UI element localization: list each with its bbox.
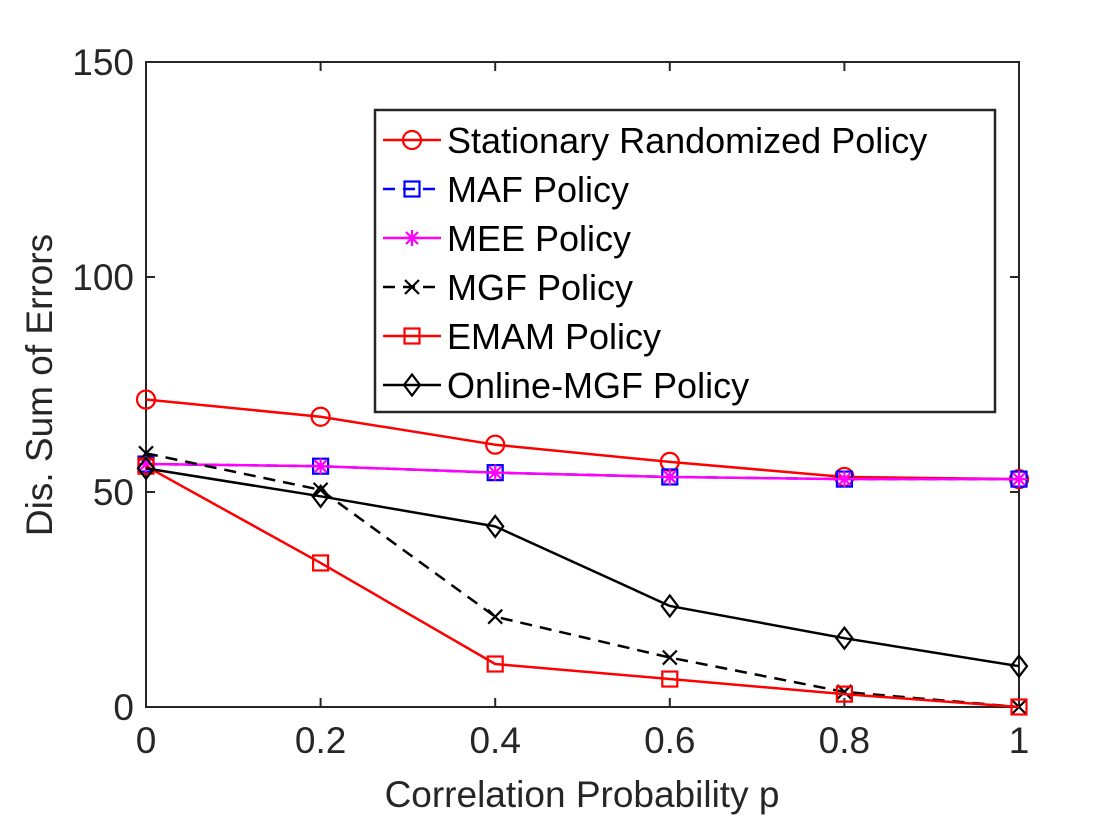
data-point — [836, 471, 853, 488]
legend-label: Online-MGF Policy — [447, 365, 749, 406]
x-tick-label: 0.4 — [469, 720, 520, 761]
series-line — [145, 465, 1020, 709]
legend-item: Stationary Randomized Policy — [383, 120, 927, 161]
data-point — [138, 456, 154, 473]
x-tick-label: 0 — [136, 720, 157, 761]
x-axis-label: Correlation Probability p — [385, 774, 780, 815]
series-mee-policy — [138, 456, 1027, 488]
data-point — [1011, 471, 1027, 488]
y-tick-label: 150 — [72, 42, 134, 83]
x-tick-label: 1 — [1009, 720, 1030, 761]
data-point — [662, 649, 678, 666]
legend-label: Stationary Randomized Policy — [447, 120, 927, 161]
data-point — [135, 389, 157, 410]
series-line — [145, 467, 1020, 668]
series-layer — [135, 389, 1030, 716]
data-point — [1010, 698, 1028, 716]
legend-item: MGF Policy — [383, 267, 633, 308]
x-tick-label: 0.8 — [819, 720, 870, 761]
series-online-mgf-policy — [136, 456, 1029, 679]
data-point — [312, 554, 330, 572]
series-line — [145, 398, 1020, 481]
legend-marker — [404, 230, 420, 246]
data-point — [487, 464, 504, 481]
data-point — [835, 625, 854, 651]
data-point — [486, 655, 504, 673]
y-tick-label: 0 — [113, 687, 134, 728]
x-tick-label: 0.6 — [644, 720, 695, 761]
data-point — [660, 593, 680, 619]
data-point — [661, 468, 678, 485]
legend-item: MAF Policy — [383, 169, 629, 210]
legend-item: Online-MGF Policy — [383, 365, 749, 406]
legend-item: EMAM Policy — [383, 316, 661, 357]
y-axis-label: Dis. Sum of Errors — [19, 234, 60, 536]
y-tick-label: 100 — [72, 257, 134, 298]
data-point — [661, 670, 679, 688]
data-point — [485, 434, 506, 455]
series-mgf-policy — [138, 445, 1027, 715]
data-point — [487, 608, 503, 625]
legend-item: MEE Policy — [383, 218, 631, 259]
legend-marker — [404, 279, 420, 295]
legend-label: MAF Policy — [447, 169, 629, 210]
series-line — [145, 462, 1019, 481]
legend-marker — [402, 372, 422, 398]
data-point — [136, 456, 156, 481]
data-point — [311, 483, 330, 509]
data-point — [485, 514, 505, 539]
legend-marker — [401, 129, 423, 151]
data-point — [312, 458, 329, 475]
y-tick-label: 50 — [93, 472, 134, 513]
x-tick-label: 0.2 — [295, 720, 346, 761]
legend: Stationary Randomized Policy MAF Policy ME… — [373, 108, 997, 414]
legend-box — [373, 108, 997, 414]
legend-label: MEE Policy — [447, 218, 631, 259]
data-point — [835, 685, 854, 703]
data-point — [310, 406, 331, 427]
legend-marker — [403, 327, 421, 345]
legend-marker — [403, 180, 421, 198]
axis-ticks: 0 0.2 0.4 0.6 0.8 1 0 50 100 150 — [72, 42, 1029, 761]
legend-label: MGF Policy — [447, 267, 633, 308]
legend-label: EMAM Policy — [447, 316, 661, 357]
series-line — [145, 452, 1020, 709]
data-point — [1009, 653, 1029, 679]
